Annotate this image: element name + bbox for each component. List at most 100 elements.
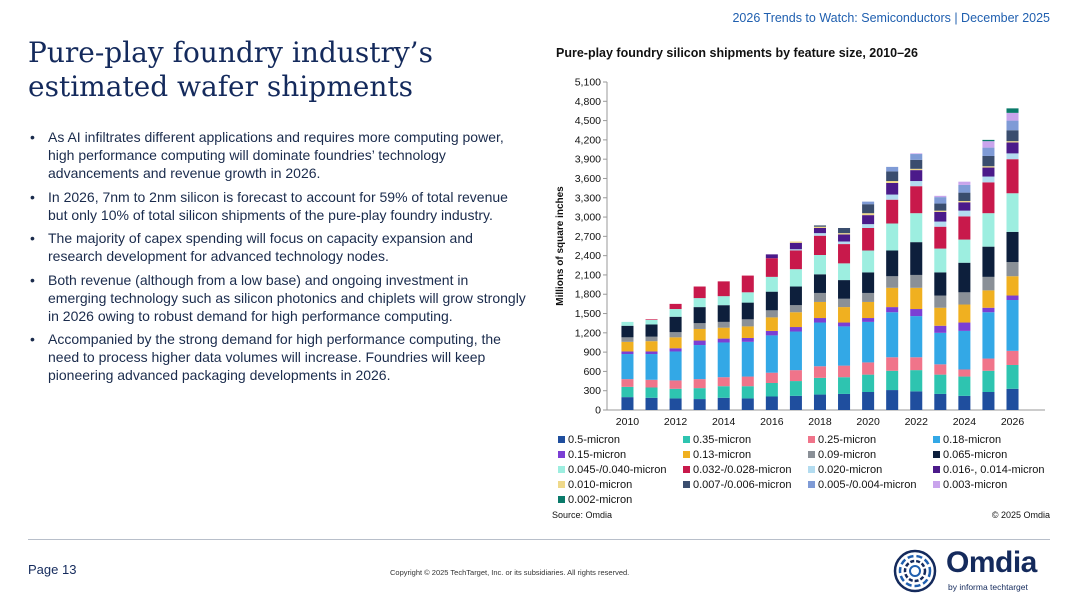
bar-segment xyxy=(1006,120,1019,131)
bar-segment xyxy=(765,276,778,292)
bar-segment xyxy=(958,304,971,323)
bar-segment xyxy=(765,382,778,397)
bar-segment xyxy=(741,341,754,377)
legend-label: 0.010-micron xyxy=(568,478,633,491)
bar-segment xyxy=(838,377,851,394)
bar-segment xyxy=(813,377,826,395)
bar-segment xyxy=(958,200,971,203)
bar-segment xyxy=(838,244,851,264)
bar-segment xyxy=(910,159,923,169)
stacked-bar-chart: 0 300 600 900 1,200 1,500 1,800 2,100 2,400 2,700… xyxy=(555,77,1045,428)
bar-segment xyxy=(862,318,875,322)
bar-segment xyxy=(813,301,826,319)
bar-segment xyxy=(982,141,995,148)
bar-segment xyxy=(813,235,826,256)
omdia-logo-icon xyxy=(893,549,937,593)
bar-segment xyxy=(765,330,778,336)
bar-segment xyxy=(645,351,658,355)
bar-segment xyxy=(886,370,899,391)
bar-segment xyxy=(741,319,754,327)
bar-segment xyxy=(669,303,682,310)
bar-segment xyxy=(910,154,923,160)
bar-segment xyxy=(934,210,947,212)
bullet-item: • Accompanied by the strong demand for hi… xyxy=(28,330,528,384)
bar-segment xyxy=(621,351,634,355)
bar-segment xyxy=(958,181,971,185)
legend-label: 0.25-micron xyxy=(818,433,877,446)
bar-segment xyxy=(693,286,706,299)
bar-segment xyxy=(886,287,899,308)
legend-swatch xyxy=(683,451,690,458)
x-tick-label: 2012 xyxy=(664,416,688,428)
bar-segment xyxy=(886,199,899,224)
bar-segment xyxy=(1006,142,1019,154)
legend-item: 0.007-/0.006-micron xyxy=(683,478,808,491)
bar-segment xyxy=(645,324,658,337)
bar-segment xyxy=(693,328,706,341)
bar-segment xyxy=(910,181,923,187)
bar-segment xyxy=(645,336,658,342)
y-axis-label: Millions of square inches xyxy=(555,186,566,306)
bar-segment xyxy=(645,319,658,320)
bar-segment xyxy=(621,325,634,338)
logo-tagline: by informa techtarget xyxy=(948,582,1028,592)
legend-swatch xyxy=(558,466,565,473)
legend-label: 0.032-/0.028-micron xyxy=(693,463,792,476)
legend-label: 0.005-/0.004-micron xyxy=(818,478,917,491)
bar-segment xyxy=(838,307,851,323)
bar-segment xyxy=(934,203,947,211)
y-tick-label: 3,900 xyxy=(575,154,601,166)
bar-segment xyxy=(645,319,658,325)
bar-segment xyxy=(813,322,826,367)
bar-segment xyxy=(862,292,875,302)
legend-item: 0.002-micron xyxy=(558,493,683,506)
legend-swatch xyxy=(558,481,565,488)
bar-segment xyxy=(862,301,875,319)
bar-segment xyxy=(886,166,899,172)
bar-segment xyxy=(789,395,802,410)
bar-segment xyxy=(982,276,995,291)
bar-segment xyxy=(886,171,899,182)
bar-segment xyxy=(910,316,923,358)
legend-item: 0.15-micron xyxy=(558,448,683,461)
bar-segment xyxy=(669,348,682,352)
footer-divider xyxy=(28,539,1050,540)
bar-segment xyxy=(1006,159,1019,194)
bar-segment xyxy=(645,379,658,388)
legend-item: 0.25-micron xyxy=(808,433,933,446)
bar-segment xyxy=(765,372,778,383)
bar-segment xyxy=(813,226,826,228)
legend-label: 0.13-micron xyxy=(693,448,752,461)
legend-label: 0.065-micron xyxy=(943,448,1008,461)
bar-segment xyxy=(838,298,851,308)
bar-segment xyxy=(934,374,947,394)
bar-segment xyxy=(886,357,899,371)
bar-segment xyxy=(910,274,923,288)
report-header: 2026 Trends to Watch: Semiconductors | D… xyxy=(732,11,1050,25)
legend-swatch xyxy=(558,436,565,443)
bar-segment xyxy=(789,249,802,251)
bar-segment xyxy=(741,302,754,320)
bar-segment xyxy=(693,388,706,400)
bar-segment xyxy=(813,225,826,227)
y-tick-label: 4,800 xyxy=(575,96,601,108)
legend-item: 0.065-micron xyxy=(933,448,1058,461)
bullet-dot: • xyxy=(30,331,35,347)
bar-segment xyxy=(958,239,971,263)
bar-segment xyxy=(717,296,730,306)
y-tick-label: 2,700 xyxy=(575,231,601,243)
y-tick-label: 300 xyxy=(583,385,601,397)
bar-segment xyxy=(862,227,875,251)
bar-segment xyxy=(982,246,995,277)
bar-segment xyxy=(910,370,923,392)
legend-item: 0.010-micron xyxy=(558,478,683,491)
bullet-item: • In 2026, 7nm to 2nm silicon is forecast… xyxy=(28,188,528,224)
bar-segment xyxy=(886,194,899,200)
legend-swatch xyxy=(683,436,690,443)
legend-swatch xyxy=(933,466,940,473)
bullet-text: In 2026, 7nm to 2nm silicon is forecast … xyxy=(48,188,508,223)
x-tick-label: 2014 xyxy=(712,416,736,428)
y-tick-label: 4,500 xyxy=(575,115,601,127)
bar-segment xyxy=(982,312,995,359)
bar-segment xyxy=(741,386,754,399)
